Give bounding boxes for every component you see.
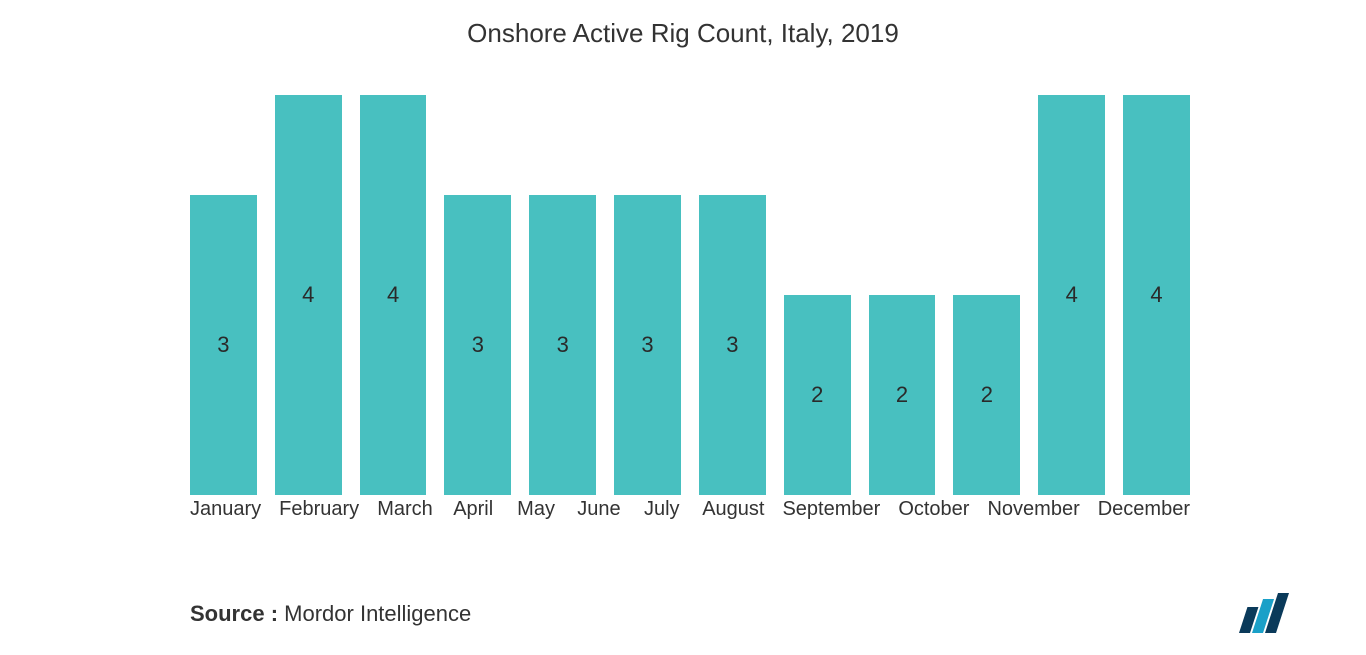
x-axis-label: September bbox=[782, 498, 880, 521]
brand-logo-icon bbox=[1232, 593, 1296, 633]
x-axis-label: March bbox=[377, 498, 433, 521]
bar: 3 bbox=[699, 195, 766, 495]
bar-value-label: 4 bbox=[1066, 282, 1078, 308]
chart-title: Onshore Active Rig Count, Italy, 2019 bbox=[0, 0, 1366, 49]
bar: 4 bbox=[360, 95, 427, 495]
bar: 2 bbox=[869, 295, 936, 495]
bar-value-label: 4 bbox=[302, 282, 314, 308]
bar: 4 bbox=[1038, 95, 1105, 495]
bar-value-label: 3 bbox=[472, 332, 484, 358]
x-axis-label: December bbox=[1098, 498, 1190, 521]
x-axis-label: November bbox=[987, 498, 1079, 521]
x-axis-label: October bbox=[898, 498, 969, 521]
bar-value-label: 2 bbox=[811, 382, 823, 408]
bar-value-label: 4 bbox=[1150, 282, 1162, 308]
source-text: Mordor Intelligence bbox=[284, 601, 471, 626]
bar-value-label: 3 bbox=[641, 332, 653, 358]
bar: 4 bbox=[1123, 95, 1190, 495]
bar-value-label: 3 bbox=[557, 332, 569, 358]
bar: 4 bbox=[275, 95, 342, 495]
bar: 3 bbox=[529, 195, 596, 495]
x-axis-label: February bbox=[279, 498, 359, 521]
x-axis-label: April bbox=[451, 498, 496, 521]
x-axis-labels: January February March April May June July Augu… bbox=[190, 498, 1190, 521]
bar-value-label: 3 bbox=[217, 332, 229, 358]
x-axis-label: August bbox=[702, 498, 764, 521]
bar-value-label: 2 bbox=[896, 382, 908, 408]
bar: 3 bbox=[614, 195, 681, 495]
x-axis-label: January bbox=[190, 498, 261, 521]
bar: 3 bbox=[190, 195, 257, 495]
bar: 2 bbox=[953, 295, 1020, 495]
bar-chart: 3 4 4 3 3 3 3 2 2 2 4 4 bbox=[190, 75, 1190, 495]
bar: 3 bbox=[444, 195, 511, 495]
bar-value-label: 2 bbox=[981, 382, 993, 408]
x-axis-label: May bbox=[514, 498, 559, 521]
x-axis-label: June bbox=[576, 498, 621, 521]
source-attribution: Source : Mordor Intelligence bbox=[190, 601, 471, 627]
bar-value-label: 3 bbox=[726, 332, 738, 358]
bar: 2 bbox=[784, 295, 851, 495]
source-label: Source : bbox=[190, 601, 278, 626]
bar-value-label: 4 bbox=[387, 282, 399, 308]
x-axis-label: July bbox=[639, 498, 684, 521]
